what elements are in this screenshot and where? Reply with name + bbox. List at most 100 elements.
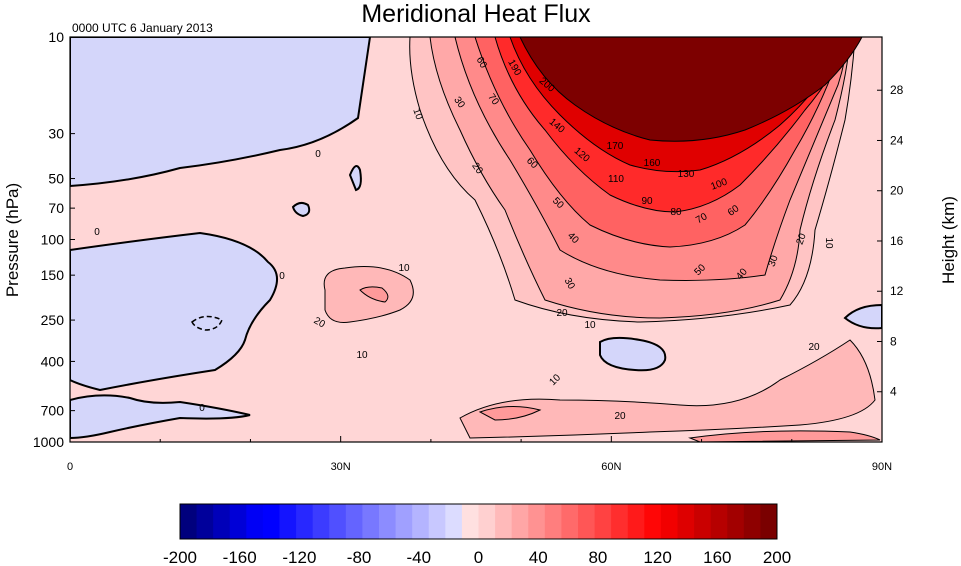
colorbar-swatch: [710, 504, 728, 539]
contour-label: 20: [614, 411, 626, 422]
pressure-tick-label: 10: [48, 29, 64, 45]
latitude-tick-label: 0: [67, 461, 73, 473]
pressure-tick-label: 150: [41, 267, 65, 283]
contour-label: 90: [641, 196, 653, 207]
negative-region-lower-left: [70, 231, 278, 392]
pressure-axis: 10 30 50 70 100 150 250 400 700 1000: [33, 29, 75, 450]
pressure-tick-label: 100: [41, 232, 65, 248]
contour-label: 10: [410, 107, 424, 122]
latitude-tick-label: 90N: [872, 461, 892, 473]
height-tick-label: 8: [890, 334, 897, 348]
contour-label: 30: [767, 254, 781, 269]
colorbar-swatch: [578, 504, 595, 539]
colorbar-swatch: [329, 504, 347, 539]
chart-title: Meridional Heat Flux: [361, 0, 591, 28]
positive-core-200: [519, 37, 863, 142]
colorbar-swatch: [379, 504, 396, 539]
pressure-axis-label: Pressure (hPa): [3, 183, 22, 297]
height-axis: 4 8 12 16 20 24 28: [877, 83, 904, 399]
contour-label: 10: [823, 237, 834, 249]
colorbar-swatch: [660, 504, 678, 539]
negative-blob-dashed: [191, 315, 223, 331]
height-tick-label: 28: [890, 83, 904, 97]
colorbar-swatch: [296, 504, 314, 539]
colorbar-swatch: [229, 504, 247, 539]
contour-label: 80: [670, 207, 682, 218]
contour-label: 10: [398, 263, 410, 274]
contour-label: 0: [279, 271, 285, 282]
contour-label: 0: [315, 149, 321, 160]
pressure-tick-label: 400: [41, 353, 65, 369]
colorbar-swatch: [611, 504, 629, 539]
colorbar-swatch: [743, 504, 761, 539]
colorbar-swatch: [180, 504, 197, 539]
contour-label: 20: [808, 342, 820, 353]
pressure-tick-label: 250: [41, 312, 65, 328]
latitude-axis: 0 30N 60N 90N: [67, 436, 892, 473]
colorbar-frame: [179, 503, 778, 540]
contour-label: 30: [562, 276, 577, 292]
positive-strip-bottom: [688, 430, 881, 442]
height-tick-label: 12: [890, 284, 904, 298]
colorbar-swatch: [528, 504, 546, 539]
colorbar-tick-label: 0: [474, 548, 483, 566]
colorbar-swatch: [428, 504, 446, 539]
colorbar-swatch: [196, 504, 214, 539]
contour-label: 160: [644, 158, 661, 169]
colorbar-swatch: [760, 504, 778, 539]
contour-label: 0: [94, 227, 100, 238]
contour-label: 170: [607, 141, 624, 152]
height-axis-label: Height (km): [939, 196, 958, 284]
colorbar-swatch: [445, 504, 463, 539]
contour-label: 0: [199, 403, 205, 414]
heat-flux-field: [70, 37, 882, 442]
contour-label: 70: [694, 211, 710, 226]
colorbar-tick-label: -40: [407, 548, 432, 566]
colorbar-swatch: [561, 504, 579, 539]
pressure-tick-label: 50: [48, 171, 64, 187]
contour-label: 20: [312, 315, 328, 330]
colorbar-swatch: [727, 504, 745, 539]
colorbar-swatch: [511, 504, 529, 539]
negative-blob-right: [843, 303, 882, 330]
colorbar: [179, 503, 778, 540]
colorbar-swatch: [246, 504, 264, 539]
contour-label: 20: [795, 232, 809, 247]
colorbar-labels: -200 -160 -120 -80 -40 0 40 80 120 160 200: [163, 548, 791, 566]
colorbar-swatch: [478, 504, 496, 539]
positive-blob-left-core: [359, 286, 389, 303]
colorbar-swatch: [544, 504, 562, 539]
contour-label: 60: [474, 55, 489, 71]
pressure-tick-label: 700: [41, 403, 65, 419]
colorbar-swatch: [279, 504, 297, 539]
colorbar-tick-label: -160: [223, 548, 257, 566]
contour-label: 110: [608, 174, 624, 185]
colorbar-swatch: [345, 504, 363, 539]
contour-label: 10: [356, 350, 368, 361]
pressure-tick-label: 1000: [33, 434, 64, 450]
negative-region-lower-band: [70, 394, 251, 440]
negative-blob-small-1: [348, 165, 362, 192]
colorbar-swatch: [627, 504, 645, 539]
colorbar-tick-label: -80: [347, 548, 372, 566]
positive-blob-lower-core: [478, 406, 542, 421]
chart-subtitle: 0000 UTC 6 January 2013: [72, 21, 213, 35]
colorbar-tick-label: 80: [588, 548, 607, 566]
colorbar-swatch: [644, 504, 662, 539]
pressure-tick-label: 70: [48, 200, 64, 216]
contour-label: 10: [584, 320, 596, 331]
colorbar-tick-label: -120: [282, 548, 316, 566]
colorbar-swatch: [461, 504, 479, 539]
colorbar-swatch: [412, 504, 430, 539]
negative-blob-small-2: [291, 201, 311, 218]
negative-blob-mid: [599, 336, 667, 372]
height-tick-label: 20: [890, 184, 904, 198]
colorbar-swatch: [395, 504, 413, 539]
colorbar-swatch: [262, 504, 280, 539]
contour-label: 130: [678, 169, 695, 180]
pressure-tick-label: 30: [48, 126, 64, 142]
colorbar-tick-label: 200: [763, 548, 791, 566]
colorbar-swatch: [677, 504, 695, 539]
colorbar-swatch: [694, 504, 712, 539]
